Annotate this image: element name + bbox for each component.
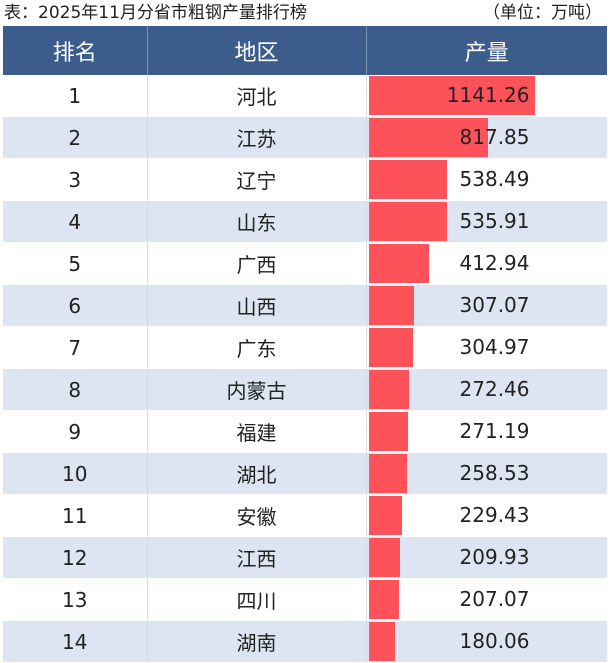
header-region: 地区 xyxy=(147,26,367,75)
output-bar xyxy=(368,538,400,577)
table-row: 2 江苏 817.85 xyxy=(3,116,607,159)
output-value: 307.07 xyxy=(459,293,530,317)
output-bar xyxy=(368,244,429,283)
output-cell: 258.53 xyxy=(366,452,607,495)
output-cell: 304.97 xyxy=(366,326,607,369)
unit-label: （单位：万吨） xyxy=(483,3,602,23)
table-row: 14 湖南 180.06 xyxy=(3,620,607,663)
output-cell: 207.07 xyxy=(366,578,607,621)
output-value: 535.91 xyxy=(459,209,530,233)
table-body: 1 河北 1141.26 2 江苏 817.85 3 辽宁 538.49 4 山东 535.91 5 广西… xyxy=(3,75,607,663)
output-cell: 817.85 xyxy=(366,116,607,159)
output-bar xyxy=(368,118,488,157)
region-cell: 广东 xyxy=(147,326,367,369)
table-row: 6 山西 307.07 xyxy=(3,284,607,327)
region-cell: 广西 xyxy=(147,242,367,285)
output-bar xyxy=(368,580,399,619)
table-caption: 表：2025年11月分省市粗钢产量排行榜 （单位：万吨） xyxy=(0,0,610,26)
region-cell: 山东 xyxy=(147,200,367,243)
rank-cell: 6 xyxy=(3,284,148,327)
rank-cell: 1 xyxy=(3,75,148,117)
header-rank: 排名 xyxy=(3,26,148,75)
table-row: 12 江西 209.93 xyxy=(3,536,607,579)
region-cell: 山西 xyxy=(147,284,367,327)
region-cell: 安徽 xyxy=(147,494,367,537)
output-bar xyxy=(368,328,413,367)
rank-cell: 13 xyxy=(3,578,148,621)
region-cell: 辽宁 xyxy=(147,158,367,201)
table-row: 8 内蒙古 272.46 xyxy=(3,368,607,411)
rank-cell: 2 xyxy=(3,116,148,159)
output-cell: 535.91 xyxy=(366,200,607,243)
output-bar xyxy=(368,76,535,115)
output-cell: 272.46 xyxy=(366,368,607,411)
rank-cell: 11 xyxy=(3,494,148,537)
output-bar xyxy=(368,454,407,493)
output-cell: 307.07 xyxy=(366,284,607,327)
rank-cell: 5 xyxy=(3,242,148,285)
rank-cell: 12 xyxy=(3,536,148,579)
output-cell: 180.06 xyxy=(366,620,607,663)
table-row: 13 四川 207.07 xyxy=(3,578,607,621)
region-cell: 湖南 xyxy=(147,620,367,663)
table-title: 表：2025年11月分省市粗钢产量排行榜 xyxy=(4,3,307,23)
output-value: 229.43 xyxy=(459,503,530,527)
region-cell: 河北 xyxy=(147,75,367,117)
output-value: 209.93 xyxy=(459,545,530,569)
table-row: 1 河北 1141.26 xyxy=(3,75,607,117)
output-cell: 209.93 xyxy=(366,536,607,579)
region-cell: 内蒙古 xyxy=(147,368,367,411)
header-output: 产量 xyxy=(366,26,607,75)
output-bar xyxy=(368,202,447,241)
output-value: 538.49 xyxy=(459,167,530,191)
output-bar xyxy=(368,412,408,451)
output-value: 1141.26 xyxy=(446,83,530,107)
region-cell: 江苏 xyxy=(147,116,367,159)
region-cell: 湖北 xyxy=(147,452,367,495)
output-cell: 1141.26 xyxy=(366,75,607,117)
output-bar xyxy=(368,496,402,535)
table-row: 9 福建 271.19 xyxy=(3,410,607,453)
region-cell: 福建 xyxy=(147,410,367,453)
table-row: 7 广东 304.97 xyxy=(3,326,607,369)
rank-cell: 14 xyxy=(3,620,148,663)
output-value: 258.53 xyxy=(459,461,530,485)
table-row: 11 安徽 229.43 xyxy=(3,494,607,537)
output-bar xyxy=(368,160,447,199)
rank-cell: 3 xyxy=(3,158,148,201)
output-value: 272.46 xyxy=(459,377,530,401)
output-value: 412.94 xyxy=(459,251,530,275)
output-value: 817.85 xyxy=(459,125,530,149)
output-cell: 229.43 xyxy=(366,494,607,537)
output-cell: 412.94 xyxy=(366,242,607,285)
region-cell: 四川 xyxy=(147,578,367,621)
region-cell: 江西 xyxy=(147,536,367,579)
output-value: 271.19 xyxy=(459,419,530,443)
output-cell: 538.49 xyxy=(366,158,607,201)
rank-cell: 4 xyxy=(3,200,148,243)
output-value: 304.97 xyxy=(459,335,530,359)
table-row: 3 辽宁 538.49 xyxy=(3,158,607,201)
rank-cell: 8 xyxy=(3,368,148,411)
output-value: 180.06 xyxy=(459,629,530,653)
output-value: 207.07 xyxy=(459,587,530,611)
rank-cell: 7 xyxy=(3,326,148,369)
table-row: 4 山东 535.91 xyxy=(3,200,607,243)
table-row: 5 广西 412.94 xyxy=(3,242,607,285)
ranking-table: 排名 地区 产量 1 河北 1141.26 2 江苏 817.85 3 辽宁 538.49 4 山东… xyxy=(3,26,607,663)
rank-cell: 9 xyxy=(3,410,148,453)
output-bar xyxy=(368,286,414,325)
output-cell: 271.19 xyxy=(366,410,607,453)
rank-cell: 10 xyxy=(3,452,148,495)
output-bar xyxy=(368,370,409,409)
header-row: 排名 地区 产量 xyxy=(3,26,607,75)
table-row: 10 湖北 258.53 xyxy=(3,452,607,495)
